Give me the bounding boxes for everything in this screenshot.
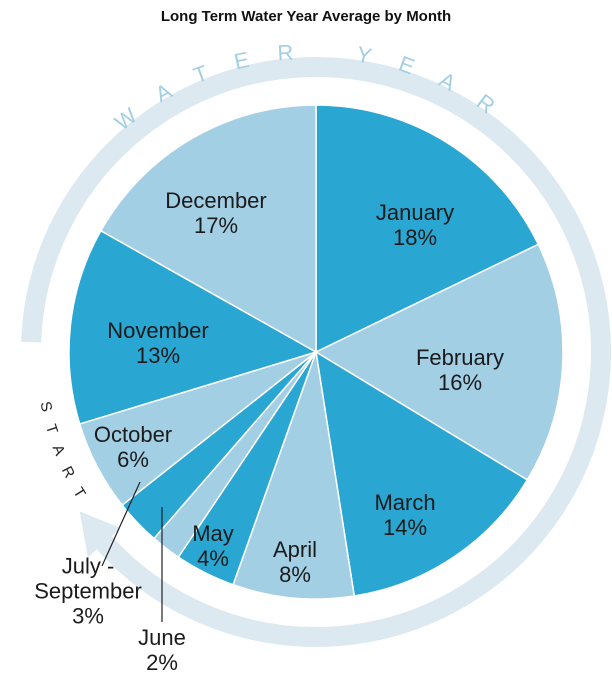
category-label: January (375, 200, 455, 225)
slice-label: October 6% (94, 422, 172, 472)
slice-label: July - September 3% (33, 554, 143, 629)
chart-title: Long Term Water Year Average by Month (160, 8, 452, 25)
ring-arrowhead (79, 511, 121, 558)
water-year-ring (21, 57, 611, 647)
slice-label: March 14% (374, 490, 435, 540)
category-label: July - September (34, 553, 142, 604)
slice-label: May 4% (192, 521, 234, 571)
pie-slice (68, 229, 318, 425)
slice-label: November 13% (107, 318, 208, 368)
value-label: 14% (382, 515, 428, 540)
pie-slice (232, 351, 356, 600)
category-label: October (93, 422, 173, 447)
value-label: 18% (392, 225, 438, 250)
pie-slice (315, 350, 529, 597)
slice-label: June 2% (138, 625, 186, 675)
value-label: 13% (135, 343, 181, 368)
value-label: 2% (146, 650, 178, 675)
category-label: March (374, 490, 436, 515)
pie-slice (314, 243, 564, 481)
value-label: 17% (193, 213, 239, 238)
value-label: 3% (72, 603, 104, 629)
category-label: December (165, 188, 267, 213)
value-label: 6% (117, 447, 149, 472)
slice-label: February 16% (416, 345, 504, 395)
category-label: November (107, 318, 209, 343)
category-label: April (272, 537, 318, 562)
category-label: June (138, 625, 186, 650)
pie-slice (99, 104, 317, 354)
slice-label: January 18% (376, 200, 454, 250)
category-label: May (192, 521, 234, 546)
slice-label: April 8% (273, 537, 317, 587)
category-label: February (415, 345, 505, 370)
value-label: 4% (197, 546, 229, 571)
pie-slice (315, 104, 540, 354)
leader-line (101, 481, 141, 567)
value-label: 16% (437, 370, 483, 395)
slice-label: December 17% (165, 188, 266, 238)
value-label: 8% (279, 562, 311, 587)
